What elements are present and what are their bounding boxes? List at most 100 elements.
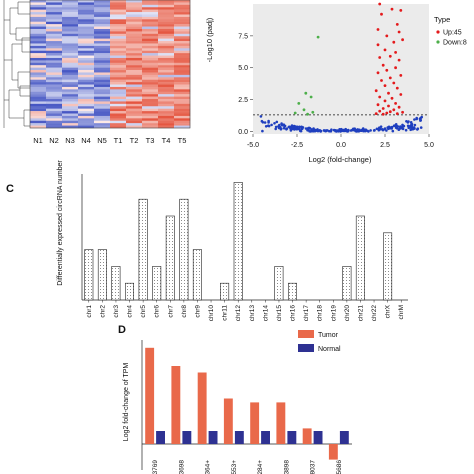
heatmap-cell <box>62 53 79 56</box>
heatmap-cell <box>78 84 95 88</box>
heatmap-cell <box>62 118 79 121</box>
heatmap-cell <box>158 33 175 37</box>
heatmap-border <box>29 0 191 129</box>
heatmap-cell <box>94 28 111 32</box>
volcano-point-not-significant <box>295 127 299 131</box>
chromosome-label: chr16 <box>290 305 297 322</box>
heatmap-cell <box>174 21 191 25</box>
heatmap-cell <box>30 53 47 56</box>
heatmap-cell <box>142 28 159 32</box>
heatmap-cell <box>78 55 95 59</box>
volcano-point-not-significant <box>343 129 347 132</box>
heatmap-cell <box>110 36 127 39</box>
heatmap-cell <box>30 12 47 15</box>
volcano-point-not-significant <box>369 129 372 132</box>
heatmap-cell <box>110 0 127 3</box>
heatmap-cell <box>94 101 111 105</box>
heatmap-cell <box>78 113 95 117</box>
normal-bar <box>339 431 349 444</box>
heatmap-cell <box>62 48 79 51</box>
heatmap-cell <box>174 115 191 119</box>
heatmap-cell <box>46 50 63 54</box>
heatmap-cell <box>78 89 95 92</box>
heatmap-cell <box>46 82 63 85</box>
heatmap-cell <box>142 2 159 6</box>
volcano-point-not-significant <box>308 130 311 133</box>
heatmap-cell <box>62 7 79 10</box>
heatmap-cell <box>78 26 95 30</box>
heatmap-cell <box>126 91 143 95</box>
heatmap-cell <box>94 43 111 47</box>
heatmap-cell <box>126 72 143 76</box>
chromosome-label: chr6 <box>154 305 161 318</box>
heatmap-cell <box>142 111 159 114</box>
volcano-point-up <box>395 86 399 90</box>
heatmap-cell <box>62 74 79 78</box>
heatmap-cell <box>142 19 159 22</box>
heatmap-cell <box>110 26 127 30</box>
heatmap-cell <box>174 0 191 3</box>
heatmap-cell <box>30 99 47 102</box>
heatmap-cell <box>46 48 63 51</box>
heatmap-cell <box>158 2 175 6</box>
heatmap-cell <box>126 9 143 13</box>
heatmap-cell <box>142 123 159 126</box>
heatmap-cell <box>174 31 191 35</box>
heatmap-cell <box>174 19 191 22</box>
heatmap-cell <box>110 106 127 109</box>
volcano-point-not-significant <box>259 115 263 118</box>
heatmap-cell <box>110 108 127 112</box>
volcano-point-not-significant <box>293 128 296 131</box>
heatmap-cell <box>110 31 127 35</box>
chromosome-label: chr21 <box>358 305 365 322</box>
heatmap-cell <box>142 108 159 112</box>
heatmap-cell <box>30 84 47 88</box>
heatmap-cell <box>158 118 175 121</box>
volcano-point-up <box>374 89 378 93</box>
heatmap-cell <box>78 48 95 51</box>
heatmap-cell <box>126 82 143 85</box>
heatmap-cell <box>78 118 95 121</box>
heatmap-cell <box>126 103 143 107</box>
volcano-point-up <box>381 63 385 67</box>
volcano-point-up <box>390 7 394 11</box>
heatmap-cell <box>126 43 143 47</box>
heatmap-cell <box>142 101 159 105</box>
heatmap-cell <box>142 72 159 76</box>
heatmap-cell <box>62 96 79 100</box>
heatmap-cell <box>174 101 191 105</box>
heatmap-cell <box>30 77 47 80</box>
heatmap-cell <box>110 99 127 102</box>
tumor-bar <box>276 402 286 444</box>
heatmap-cell <box>46 67 63 71</box>
heatmap-cell <box>174 48 191 51</box>
volcano-point-up <box>376 28 380 31</box>
heatmap-cell <box>174 86 191 90</box>
heatmap-cell <box>78 77 95 80</box>
heatmap-cell <box>46 31 63 35</box>
heatmap-cell <box>46 115 63 119</box>
volcano-x-tick-label: 0.0 <box>336 142 346 149</box>
volcano-point-up <box>380 79 383 82</box>
heatmap-cell <box>174 36 191 39</box>
heatmap-cell <box>174 72 191 76</box>
heatmap-x-label: N4 <box>81 136 91 145</box>
heatmap-cell <box>126 60 143 63</box>
heatmap-cell <box>110 120 127 124</box>
heatmap-cell <box>46 72 63 76</box>
heatmap-cell <box>110 96 127 100</box>
volcano-point-not-significant <box>420 115 424 119</box>
heatmap-cell <box>110 41 127 44</box>
heatmap-cell <box>158 113 175 117</box>
chromosome-bar <box>220 282 230 301</box>
volcano-point-up <box>374 112 378 115</box>
volcano-point-up <box>397 30 401 34</box>
heatmap-cell <box>78 70 95 73</box>
heatmap-cell <box>142 4 159 8</box>
transcript-label: 3698 <box>178 460 185 474</box>
volcano-point-not-significant <box>419 119 422 122</box>
heatmap-cell <box>158 24 175 27</box>
tumor-bar <box>197 372 207 444</box>
heatmap-cell <box>126 33 143 37</box>
